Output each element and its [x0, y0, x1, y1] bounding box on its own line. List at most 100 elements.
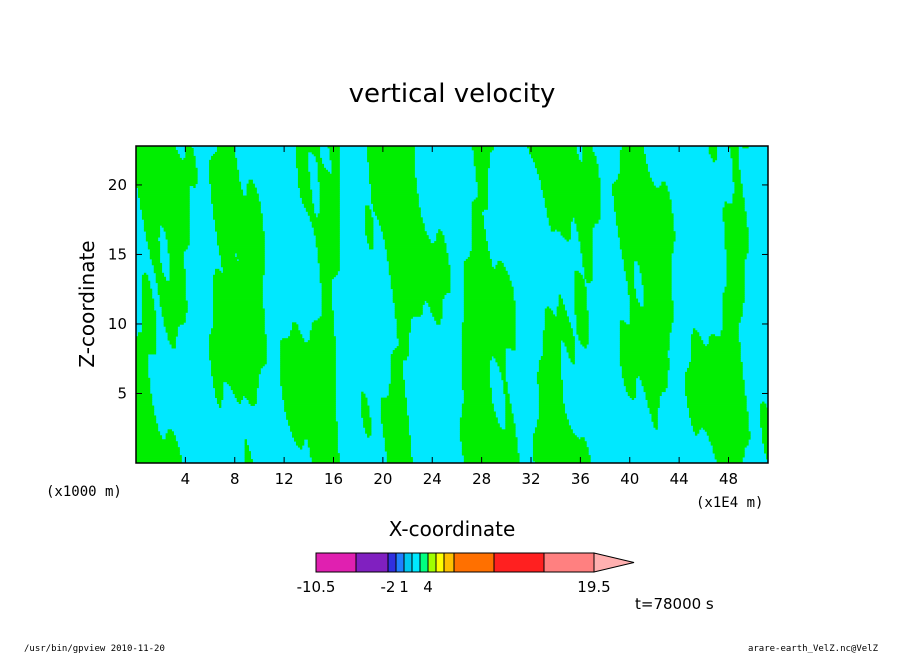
x-scale-label: (x1E4 m) [696, 495, 763, 511]
updraft-region [163, 229, 190, 232]
x-tick-label: 12 [275, 470, 294, 488]
updraft-region [726, 282, 745, 286]
updraft-region [211, 189, 244, 192]
updraft-region [216, 401, 222, 404]
updraft-region [544, 203, 601, 206]
updraft-region [136, 381, 151, 385]
updraft-region [390, 357, 407, 361]
updraft-region [218, 403, 222, 406]
updraft-region [244, 449, 249, 452]
updraft-region [531, 155, 579, 159]
updraft-region [149, 249, 161, 252]
updraft-region [244, 461, 253, 464]
updraft-region [246, 189, 257, 192]
updraft-region [215, 223, 263, 226]
updraft-region [536, 423, 569, 426]
updraft-region [136, 357, 149, 361]
updraft-region [566, 346, 575, 349]
updraft-region [505, 401, 510, 404]
updraft-region [438, 231, 443, 234]
updraft-region [136, 411, 155, 414]
updraft-region [726, 268, 745, 272]
updraft-region [185, 153, 194, 157]
updraft-region [615, 211, 672, 214]
updraft-region [619, 357, 670, 361]
updraft-region [461, 356, 492, 359]
updraft-region [627, 292, 637, 295]
updraft-region [157, 282, 186, 286]
updraft-region [367, 159, 415, 163]
updraft-region [687, 405, 747, 408]
updraft-region [380, 403, 407, 406]
updraft-region [136, 165, 196, 169]
updraft-region [503, 387, 508, 391]
updraft-region [390, 365, 404, 369]
updraft-region [726, 264, 745, 268]
updraft-region [436, 322, 441, 325]
updraft-region [690, 342, 704, 345]
updraft-region [317, 256, 340, 260]
updraft-region [538, 391, 563, 395]
updraft-region [529, 149, 577, 153]
updraft-region [710, 155, 718, 159]
updraft-region [576, 320, 589, 323]
updraft-region [722, 207, 745, 210]
updraft-region [708, 149, 718, 153]
updraft-region [471, 215, 484, 218]
updraft-region [295, 441, 305, 444]
updraft-region [396, 318, 411, 321]
updraft-region [222, 266, 265, 270]
updraft-region [615, 179, 652, 183]
updraft-region [503, 379, 506, 383]
updraft-region [209, 346, 267, 349]
updraft-region [692, 330, 698, 333]
updraft-region [371, 195, 419, 198]
updraft-region [209, 159, 238, 163]
updraft-region [136, 379, 151, 383]
updraft-region [726, 252, 747, 256]
updraft-region [544, 308, 552, 311]
updraft-region [398, 344, 409, 347]
updraft-region [141, 308, 155, 311]
updraft-region [627, 286, 635, 290]
updraft-region [301, 201, 313, 204]
updraft-region [147, 243, 161, 246]
updraft-region [209, 179, 240, 183]
updraft-region [380, 419, 409, 422]
updraft-region [639, 377, 668, 381]
updraft-region [726, 258, 745, 262]
x-tick-label: 36 [571, 470, 590, 488]
updraft-region [574, 276, 583, 280]
updraft-region [623, 264, 635, 268]
updraft-region [580, 243, 593, 246]
updraft-region [685, 371, 743, 375]
updraft-region [690, 419, 749, 422]
updraft-region [185, 147, 194, 151]
updraft-region [321, 302, 332, 305]
updraft-region [317, 260, 340, 264]
updraft-region [246, 397, 257, 400]
updraft-region [505, 425, 516, 428]
colorbar-segment [453, 552, 495, 573]
updraft-region [641, 381, 668, 385]
updraft-region [319, 316, 334, 319]
updraft-region [501, 377, 506, 381]
updraft-region [532, 439, 585, 442]
updraft-region [463, 274, 510, 278]
updraft-region [621, 249, 674, 252]
updraft-region [532, 443, 587, 446]
updraft-region [136, 461, 182, 464]
updraft-region [621, 254, 672, 258]
updraft-region [544, 205, 601, 208]
updraft-region [689, 415, 749, 418]
updraft-region [461, 361, 490, 365]
updraft-region [536, 381, 563, 385]
updraft-region [619, 348, 670, 351]
updraft-region [542, 344, 562, 347]
updraft-region [317, 179, 340, 183]
updraft-region [331, 165, 340, 169]
updraft-region [169, 270, 186, 274]
updraft-region [538, 403, 565, 406]
colorbar-segment [443, 552, 455, 573]
updraft-region [136, 435, 163, 438]
